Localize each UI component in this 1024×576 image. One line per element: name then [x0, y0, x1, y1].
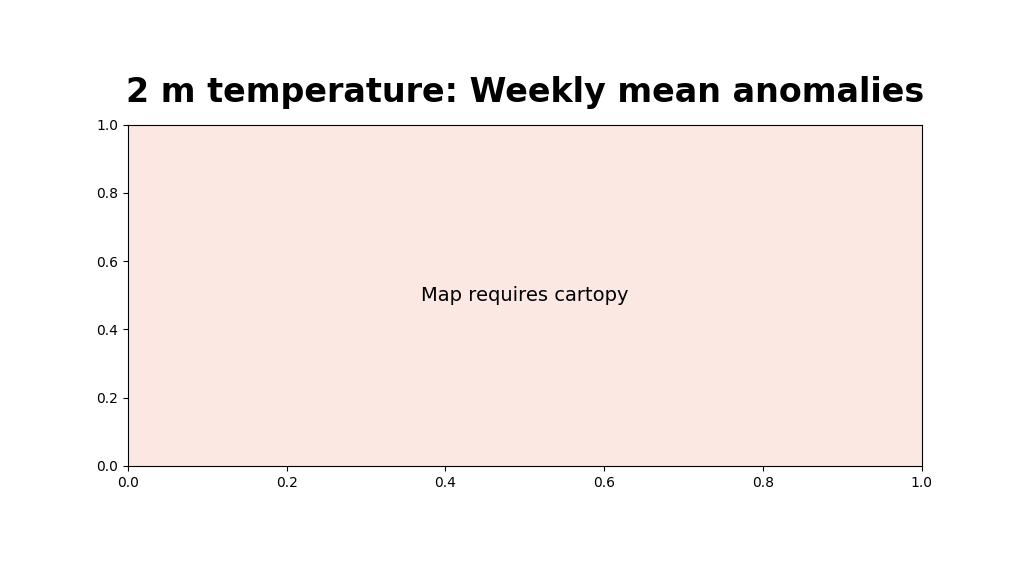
Text: Map requires cartopy: Map requires cartopy: [421, 286, 629, 305]
Text: 2 m temperature: Weekly mean anomalies: 2 m temperature: Weekly mean anomalies: [126, 76, 924, 109]
